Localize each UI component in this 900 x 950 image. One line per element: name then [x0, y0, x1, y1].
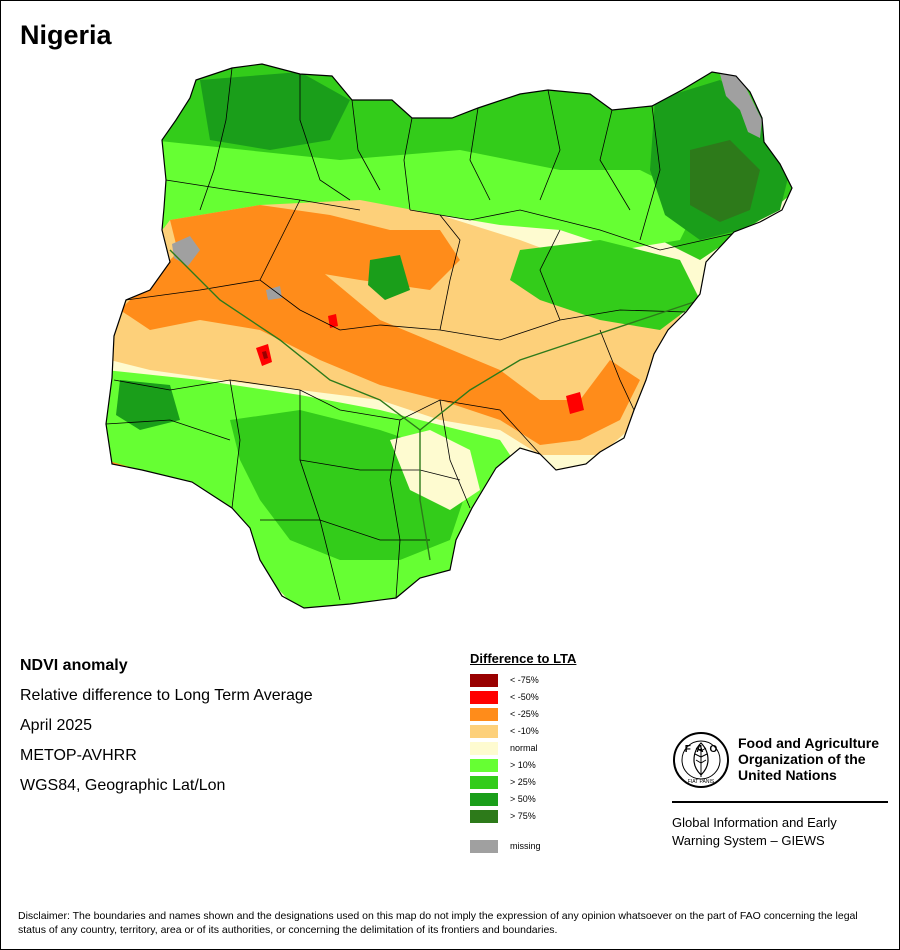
legend-item-missing: missing	[470, 839, 576, 856]
legend-swatch	[470, 742, 498, 755]
nigeria-ndvi-map	[105, 63, 793, 609]
legend-swatch	[470, 674, 498, 687]
anomaly-gt50-nc-patch	[368, 255, 410, 300]
anomaly-gt25-east	[510, 240, 700, 330]
legend-label: normal	[510, 743, 538, 753]
anomaly-gt50-northwest	[200, 72, 350, 150]
legend-label: > 10%	[510, 760, 536, 770]
legend-swatch	[470, 691, 498, 704]
legend-swatch	[470, 810, 498, 823]
legend-label: > 50%	[510, 794, 536, 804]
legend-swatch	[470, 776, 498, 789]
legend-label: > 75%	[510, 811, 536, 821]
state-boundaries	[106, 67, 741, 601]
legend-title: Difference to LTA	[470, 651, 577, 666]
info-line-description: Relative difference to Long Term Average	[20, 687, 313, 704]
legend-item: < -75%	[470, 673, 576, 690]
legend-item: > 75%	[470, 809, 576, 826]
legend-item: normal	[470, 741, 576, 758]
legend-item: < -25%	[470, 707, 576, 724]
anomaly-normal-south	[390, 430, 480, 510]
legend: Difference to LTA < -75% < -50% < -25% <…	[470, 651, 576, 856]
anomaly-gt10-north	[150, 140, 700, 250]
disclaimer: Disclaimer: The boundaries and names sho…	[18, 910, 858, 936]
map-title: Nigeria	[20, 20, 112, 50]
legend-item: < -10%	[470, 724, 576, 741]
legend-item: > 50%	[470, 792, 576, 809]
fao-divider	[672, 801, 888, 803]
legend-item: > 10%	[470, 758, 576, 775]
legend-swatch	[470, 759, 498, 772]
legend-swatch	[470, 793, 498, 806]
legend-swatch	[470, 840, 498, 853]
anomaly-gt75-northeast	[690, 140, 760, 222]
anomaly-gt50-southwest	[116, 380, 180, 430]
legend-label: < -50%	[510, 692, 539, 702]
legend-label: > 25%	[510, 777, 536, 787]
missing-data-spot	[266, 286, 282, 300]
legend-swatch	[470, 708, 498, 721]
fao-logo-letters: FAO	[685, 744, 724, 755]
anomaly-lt25-central	[120, 245, 640, 445]
missing-data-lakechad	[720, 74, 762, 138]
map-info: NDVI anomaly Relative difference to Long…	[20, 656, 313, 806]
rivers	[169, 249, 701, 561]
legend-swatch	[470, 725, 498, 738]
legend-label: < -10%	[510, 726, 539, 736]
fao-logo-icon: FAO FIAT PANIS	[673, 732, 729, 788]
fao-name: Food and Agriculture Organization of the…	[738, 735, 880, 783]
anomaly-lt75-spot	[262, 351, 268, 359]
fao-logo-motto: FIAT PANIS	[688, 779, 715, 785]
anomaly-lt50-spot-2	[566, 392, 584, 414]
legend-label: missing	[510, 841, 541, 851]
legend-item: < -50%	[470, 690, 576, 707]
giews-label: Global Information and Early Warning Sys…	[672, 815, 837, 848]
anomaly-lt50-spot-3	[328, 314, 338, 328]
info-line-projection: WGS84, Geographic Lat/Lon	[20, 777, 226, 794]
info-line-product: NDVI anomaly	[20, 657, 128, 674]
legend-label: < -25%	[510, 709, 539, 719]
legend-label: < -75%	[510, 675, 539, 685]
legend-item: > 25%	[470, 775, 576, 792]
info-line-date: April 2025	[20, 717, 93, 734]
info-line-sensor: METOP-AVHRR	[20, 747, 137, 764]
